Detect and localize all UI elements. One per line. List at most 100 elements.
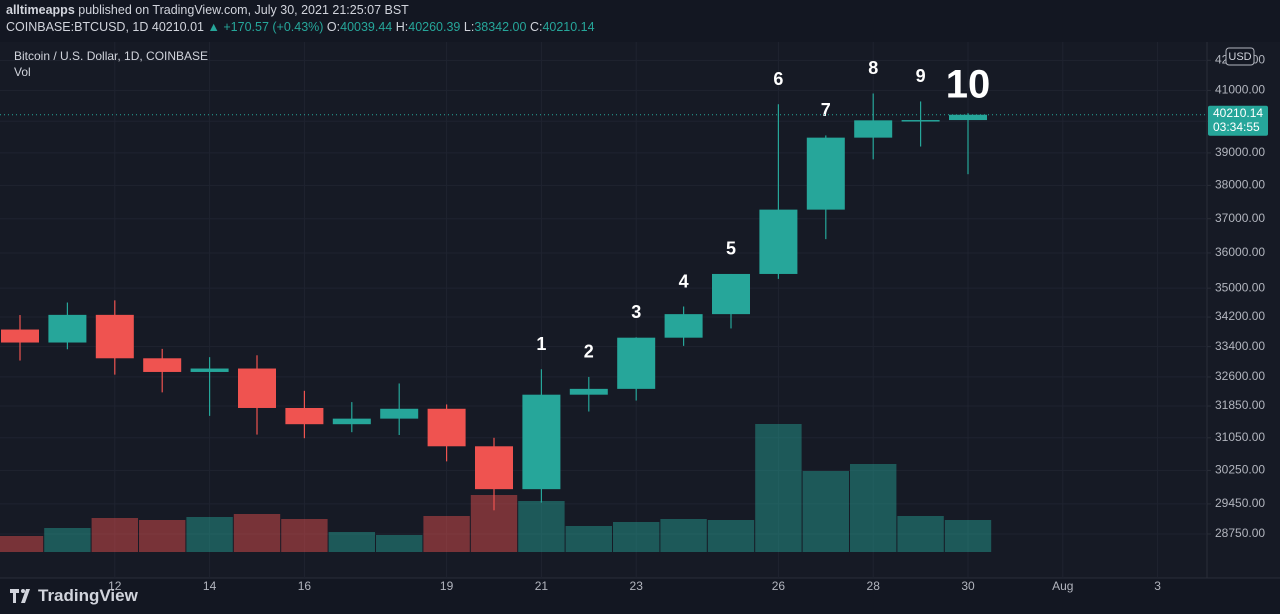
last-price-label: 40210.14 [1213, 106, 1263, 120]
annotation: 1 [536, 334, 546, 354]
y-tick-label: 31850.00 [1215, 398, 1265, 412]
y-tick-label: 30250.00 [1215, 463, 1265, 477]
volume-bar [423, 516, 470, 552]
x-tick-label: 16 [298, 579, 312, 593]
symbol: COINBASE:BTCUSD, 1D [6, 20, 149, 34]
y-tick-label: 39000.00 [1215, 145, 1265, 159]
volume-bar [707, 520, 755, 552]
candle-body [285, 407, 324, 425]
annotation: 2 [584, 342, 594, 362]
candle-body [569, 388, 608, 395]
low-value: 38342.00 [474, 20, 527, 34]
candle-body [95, 314, 134, 359]
volume-bar [233, 514, 281, 552]
annotation: 5 [726, 239, 736, 259]
change-arrow: ▲ [207, 20, 220, 34]
volume-bar [897, 516, 944, 552]
brand: TradingView [38, 586, 138, 605]
y-tick-label: 41000.00 [1215, 83, 1265, 97]
volume-bar [139, 520, 186, 552]
chart-title: Bitcoin / U.S. Dollar, 1D, COINBASE [14, 49, 208, 63]
x-tick-label: Aug [1052, 579, 1073, 593]
x-tick-label: 23 [630, 579, 644, 593]
annotation: 6 [773, 69, 783, 89]
candle-body [238, 368, 276, 408]
open-label: O: [326, 20, 341, 34]
high-value: 40260.39 [408, 20, 461, 34]
candle-body [380, 408, 419, 419]
volume-bar [0, 536, 44, 552]
candle-body [806, 137, 845, 210]
axis-layer: 28750.00 29450.00 30250.00 31050.00 31850.00… [0, 47, 1268, 593]
annotation-layer: 1 2 3 4 5 6 7 8 9 10 [536, 58, 990, 361]
close-label: C: [529, 20, 543, 34]
x-tick-label: 14 [203, 579, 217, 593]
candle-body [901, 120, 940, 122]
candle-body [854, 120, 893, 138]
volume-bar [186, 517, 233, 552]
volume-bar [755, 424, 802, 552]
open-value: 40039.44 [340, 20, 393, 34]
x-tick-label: 12 [108, 579, 122, 593]
annotation: 3 [631, 302, 641, 322]
candle-body [1, 329, 39, 343]
low-label: L: [463, 20, 475, 34]
y-tick-label: 37000.00 [1215, 211, 1265, 225]
y-tick-label: 28750.00 [1215, 526, 1265, 540]
candle-body [759, 209, 798, 274]
x-tick-label: 26 [772, 579, 786, 593]
y-tick-label: 38000.00 [1215, 178, 1265, 192]
y-tick-label: 31050.00 [1215, 430, 1265, 444]
volume-bar [660, 519, 707, 552]
y-tick-label: 32600.00 [1215, 369, 1265, 383]
close-value: 40210.14 [542, 20, 595, 34]
candle-body [949, 114, 987, 121]
volume-bar [850, 464, 897, 552]
annotation: 9 [916, 66, 926, 86]
x-tick-label: 28 [867, 579, 881, 593]
candle-body [475, 446, 513, 490]
volume-bar [376, 535, 423, 552]
candle-layer [1, 93, 987, 511]
volume-bar [91, 518, 138, 552]
brand-logo [10, 589, 30, 603]
candle-body [427, 408, 466, 447]
currency: USD [1228, 51, 1251, 63]
grid [0, 42, 1207, 578]
high-label: H: [395, 20, 409, 34]
change: +170.57 (+0.43%) [223, 20, 324, 34]
candle-body [664, 314, 703, 338]
x-tick-label: 21 [535, 579, 549, 593]
footer: TradingView [10, 586, 138, 606]
candle-body [190, 368, 229, 372]
volume-legend: Vol [14, 65, 31, 79]
y-tick-label: 36000.00 [1215, 245, 1265, 259]
annotation: 8 [868, 58, 878, 78]
volume-bar [944, 520, 992, 552]
volume-bar [328, 532, 375, 552]
candle-body [617, 337, 656, 389]
x-tick-label: 30 [961, 579, 975, 593]
y-tick-label: 34200.00 [1215, 309, 1265, 323]
candle-body [143, 358, 182, 372]
candle-body [332, 418, 371, 425]
volume-layer [0, 424, 992, 552]
chart-background [0, 42, 1280, 578]
currency-badge [1225, 47, 1255, 66]
volume-bar [613, 522, 660, 552]
candle-body [48, 314, 87, 343]
price: 40210.01 [151, 20, 205, 34]
volume-bar [565, 526, 612, 552]
volume-bar [44, 528, 91, 552]
x-tick-label: 19 [440, 579, 454, 593]
y-tick-label: 29450.00 [1215, 496, 1265, 510]
annotation: 7 [821, 100, 831, 120]
candle-body [712, 273, 750, 315]
volume-bar [802, 471, 849, 552]
published-info: published on TradingView.com, July 30, 2… [78, 3, 409, 17]
y-tick-label: 35000.00 [1215, 280, 1265, 294]
countdown: 03:34:55 [1213, 120, 1260, 134]
volume-bar [518, 501, 565, 552]
annotation: 4 [679, 271, 689, 291]
last-price-badge [1208, 105, 1268, 136]
